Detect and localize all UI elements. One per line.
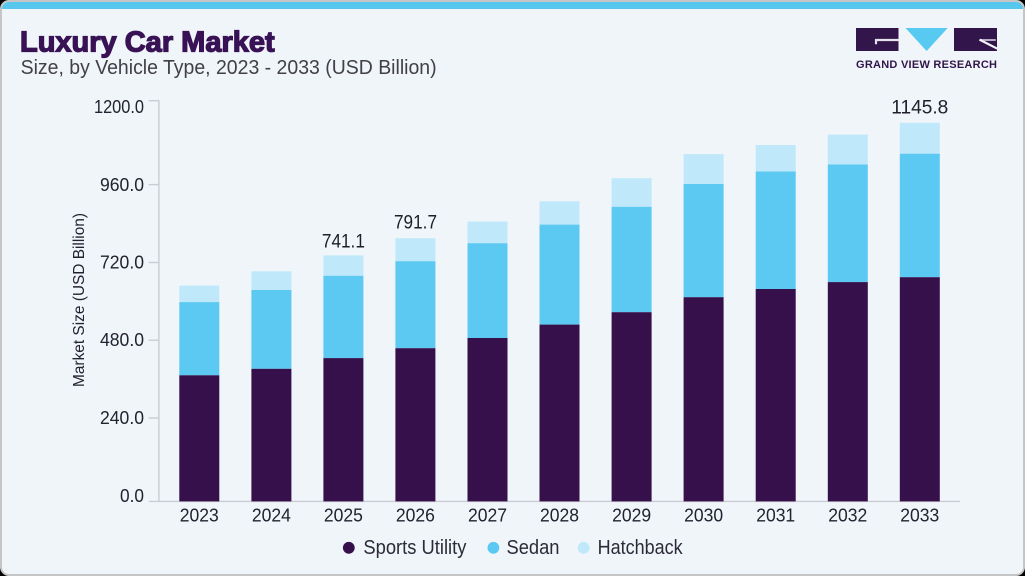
svg-text:2027: 2027 [468, 505, 507, 526]
svg-text:2023: 2023 [180, 505, 219, 526]
svg-text:1145.8: 1145.8 [891, 97, 948, 118]
svg-text:2025: 2025 [324, 505, 363, 526]
svg-text:960.0: 960.0 [100, 175, 144, 195]
svg-text:2032: 2032 [828, 505, 867, 526]
svg-text:2026: 2026 [396, 505, 435, 526]
svg-text:1200.0: 1200.0 [94, 97, 144, 117]
svg-text:741.1: 741.1 [322, 232, 365, 253]
svg-text:Sports Utility: Sports Utility [363, 537, 466, 559]
svg-text:0.0: 0.0 [120, 486, 144, 506]
svg-text:2024: 2024 [252, 505, 291, 526]
svg-text:480.0: 480.0 [100, 330, 144, 350]
svg-text:Market Size (USD Billion): Market Size (USD Billion) [71, 213, 88, 387]
svg-text:2028: 2028 [540, 505, 579, 526]
svg-text:2030: 2030 [684, 505, 723, 526]
svg-text:720.0: 720.0 [100, 253, 144, 273]
svg-text:2031: 2031 [756, 505, 795, 526]
svg-text:2029: 2029 [612, 505, 651, 526]
svg-text:Size, by Vehicle Type, 2023 -: Size, by Vehicle Type, 2023 - 2033 (USD … [21, 57, 437, 79]
svg-text:Luxury Car Market: Luxury Car Market [20, 26, 275, 58]
svg-text:Sedan: Sedan [507, 537, 560, 559]
svg-text:2033: 2033 [900, 505, 939, 526]
svg-text:240.0: 240.0 [100, 408, 144, 428]
svg-text:Hatchback: Hatchback [598, 537, 684, 559]
svg-text:791.7: 791.7 [394, 212, 437, 233]
svg-text:GRAND VIEW RESEARCH: GRAND VIEW RESEARCH [856, 59, 997, 71]
